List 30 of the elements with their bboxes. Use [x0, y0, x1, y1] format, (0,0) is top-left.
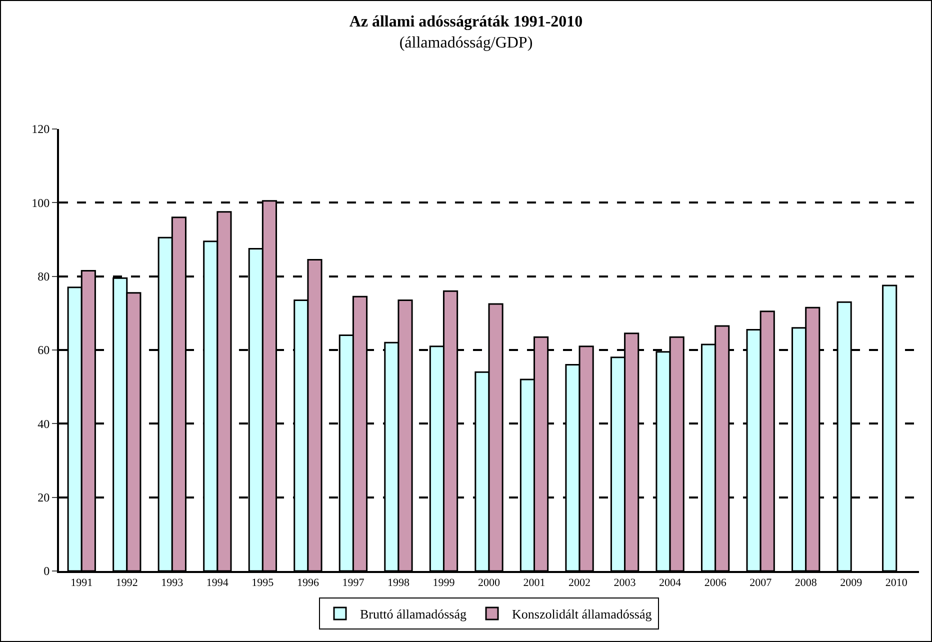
y-tick-label: 100	[32, 196, 50, 210]
x-tick-label: 2002	[568, 577, 591, 590]
chart-title: Az állami adósságráták 1991-2010	[349, 14, 583, 31]
legend-label: Konszolidált államadósság	[512, 606, 652, 622]
chart-subtitle: (államadósság/GDP)	[399, 34, 533, 52]
x-tick-label: 1995	[252, 577, 274, 590]
x-tick-label: 1994	[206, 577, 229, 590]
y-tick-label: 40	[38, 416, 50, 431]
x-tick-label: 2001	[523, 577, 546, 590]
x-tick-label: 1997	[342, 577, 365, 590]
x-tick-label: 1999	[432, 577, 456, 590]
y-tick-label: 0	[44, 564, 50, 578]
x-tick-label: 1996	[296, 577, 320, 590]
x-tick-label: 2010	[885, 577, 908, 590]
x-tick-label: 2006	[704, 577, 727, 590]
x-tick-label: 2003	[614, 577, 636, 590]
x-tick-label: 1993	[161, 577, 184, 590]
y-tick-label: 20	[38, 490, 50, 505]
x-tick-label: 1998	[387, 577, 410, 590]
x-tick-label: 2004	[659, 577, 682, 590]
x-tick-label: 2000	[478, 577, 500, 590]
x-tick-label: 2007	[750, 577, 772, 590]
y-tick-label: 120	[32, 122, 50, 136]
x-tick-label: 2008	[794, 577, 818, 590]
y-tick-label: 80	[38, 270, 50, 284]
y-tick-label: 60	[38, 343, 50, 358]
legend-label: Bruttó államadósság	[360, 606, 468, 622]
x-tick-label: 1992	[116, 577, 138, 590]
x-tick-label: 1991	[70, 577, 93, 590]
x-tick-label: 2009	[840, 577, 863, 590]
